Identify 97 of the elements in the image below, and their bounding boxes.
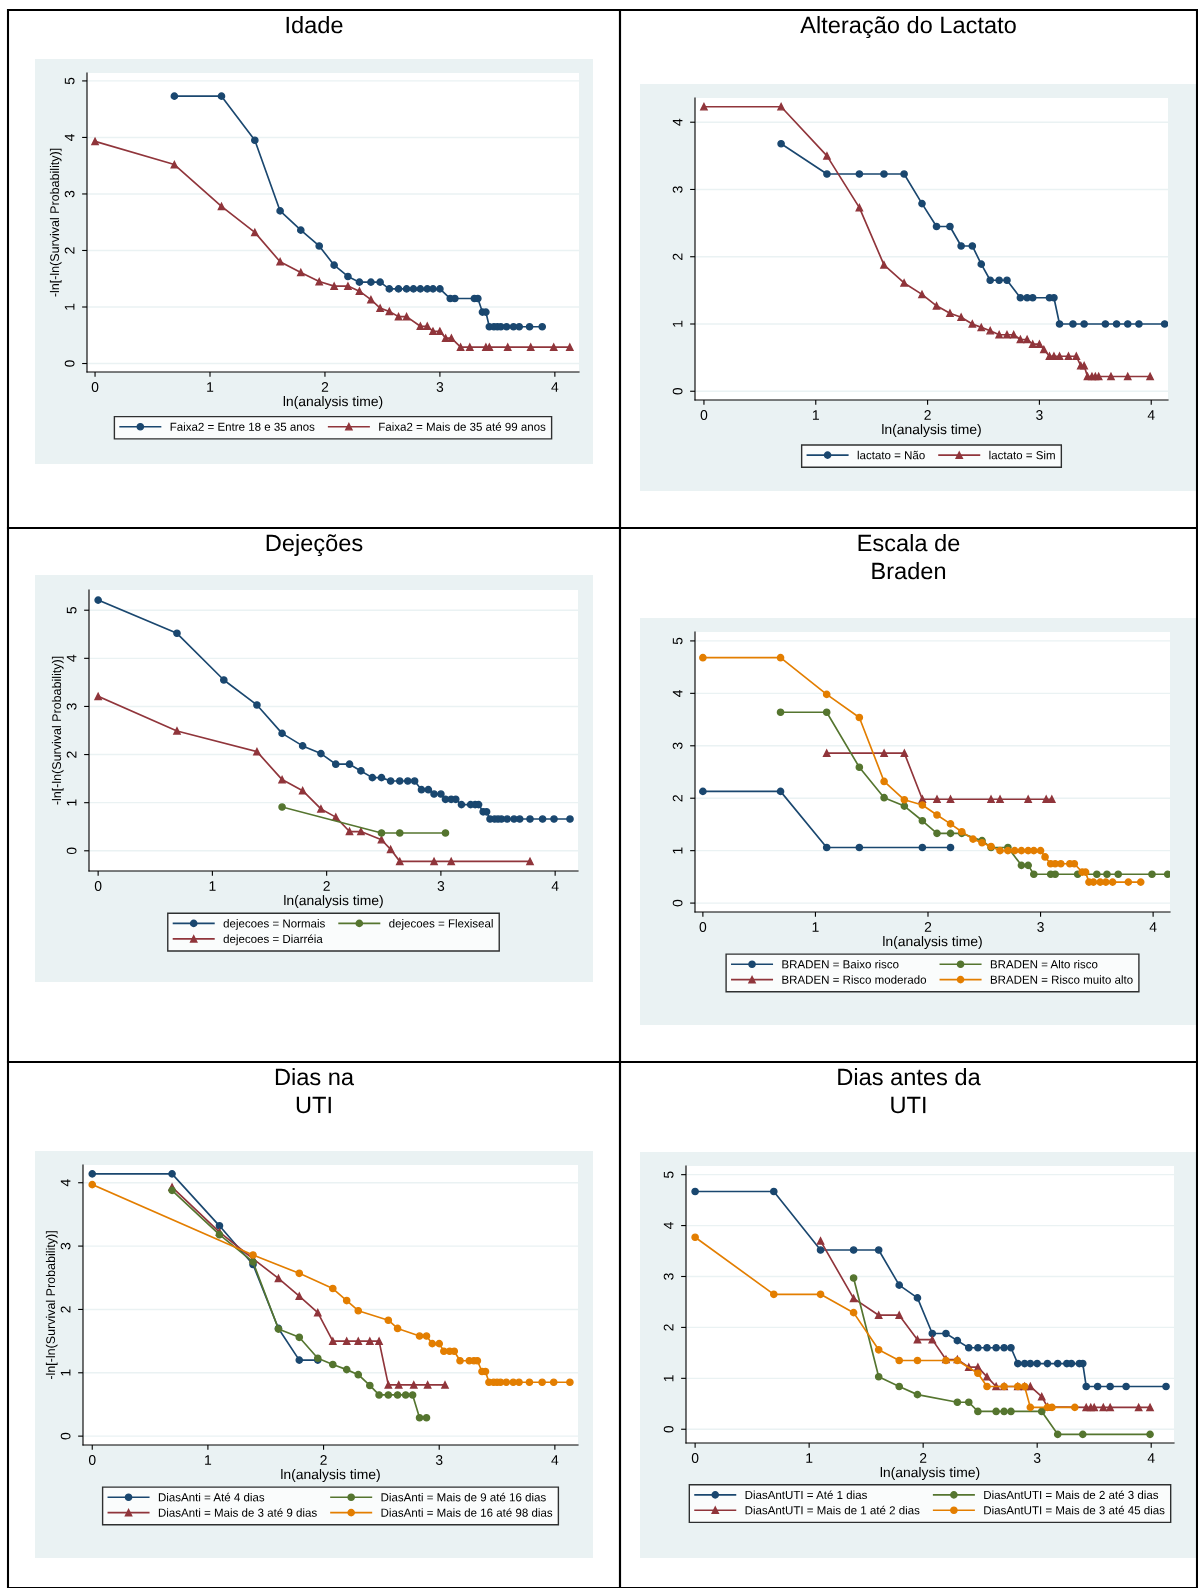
y-tick-label: 3 <box>672 186 683 193</box>
x-tick-label: 2 <box>320 1455 327 1465</box>
legend-label: DiasAnti = Mais de 9 até 16 dias <box>381 1492 546 1502</box>
y-tick-label: 1 <box>66 799 77 806</box>
x-tick-label: 2 <box>924 922 932 932</box>
chart-title: Dejeções <box>266 534 363 557</box>
legend-label: BRADEN = Risco moderado <box>782 975 927 984</box>
x-tick-label: 4 <box>551 881 559 891</box>
y-tick-label: 0 <box>66 847 77 855</box>
chart-title: Alteração do Lactato <box>800 16 1016 39</box>
y-tick-label: 5 <box>66 606 77 614</box>
legend-label: DiasAnti = Até 4 dias <box>158 1492 265 1502</box>
y-tick-label: 5 <box>663 1171 674 1178</box>
y-tick-label: 1 <box>672 847 683 854</box>
x-axis-title: ln(analysis time) <box>283 396 383 410</box>
legend-label: DiasAntUTI = Até 1 dias <box>745 1490 867 1500</box>
y-tick-label: 3 <box>663 1273 674 1280</box>
y-axis-title: -ln[-ln(Survival Probability)] <box>45 1231 58 1380</box>
x-tick-label: 4 <box>1149 922 1157 932</box>
x-tick-label: 3 <box>435 1455 443 1465</box>
x-tick-label: 1 <box>209 881 216 891</box>
x-tick-label: 1 <box>207 382 214 392</box>
legend-label: BRADEN = Risco muito alto <box>990 975 1133 984</box>
y-tick-label: 2 <box>66 751 77 758</box>
chart-title: Dias antes da UTI <box>838 1068 981 1114</box>
x-tick-label: 2 <box>323 881 330 891</box>
y-tick-label: 2 <box>672 253 683 260</box>
y-tick-label: 2 <box>60 1306 71 1313</box>
y-tick-label: 0 <box>672 899 683 907</box>
chart-title: Escala de Braden <box>858 534 960 580</box>
y-axis-title: -ln[-ln(Survival Probability)] <box>49 148 62 297</box>
y-tick-label: 3 <box>672 742 683 750</box>
x-tick-label: 4 <box>551 382 559 392</box>
y-tick-label: 0 <box>663 1425 674 1433</box>
legend-label: dejecoes = Flexiseal <box>389 919 493 930</box>
x-tick-label: 3 <box>1033 1453 1041 1463</box>
x-axis-title: ln(analysis time) <box>883 936 982 950</box>
x-tick-label: 0 <box>691 1453 699 1463</box>
x-tick-label: 0 <box>91 382 99 392</box>
y-tick-label: 4 <box>672 689 683 697</box>
x-tick-label: 0 <box>88 1455 96 1465</box>
y-tick-label: 1 <box>672 320 683 327</box>
y-tick-label: 3 <box>60 1242 71 1250</box>
x-tick-label: 4 <box>1147 410 1155 420</box>
legend-label: BRADEN = Alto risco <box>990 959 1098 969</box>
legend-label: DiasAntUTI = Mais de 3 até 45 dias <box>984 1505 1165 1515</box>
x-tick-label: 3 <box>1036 410 1043 420</box>
x-axis-title: ln(analysis time) <box>880 1467 980 1481</box>
legend-label: dejecoes = Normais <box>223 919 325 930</box>
y-tick-label: 4 <box>60 1179 71 1187</box>
y-tick-label: 2 <box>663 1324 674 1331</box>
y-tick-label: 4 <box>663 1222 674 1230</box>
y-tick-label: 0 <box>60 1432 71 1440</box>
chart-title: Idade <box>286 16 343 34</box>
legend-label: BRADEN = Baixo risco <box>782 959 899 969</box>
x-axis-title: ln(analysis time) <box>281 1469 380 1483</box>
y-tick-label: 3 <box>64 190 75 198</box>
y-tick-label: 3 <box>66 703 77 710</box>
x-tick-label: 2 <box>321 382 329 392</box>
legend-label: Faixa2 = Mais de 35 até 99 anos <box>379 422 546 431</box>
x-tick-label: 2 <box>920 1453 927 1463</box>
y-tick-label: 4 <box>66 654 77 662</box>
y-tick-label: 2 <box>64 247 75 254</box>
x-tick-label: 4 <box>551 1455 559 1465</box>
legend-label: dejecoes = Diarréia <box>223 934 323 946</box>
x-tick-label: 1 <box>812 922 819 932</box>
y-tick-label: 0 <box>64 360 75 367</box>
x-tick-label: 4 <box>1147 1453 1155 1463</box>
y-tick-label: 5 <box>672 637 683 645</box>
x-axis-title: ln(analysis time) <box>882 424 981 438</box>
legend-label: lactato = Não <box>857 450 925 460</box>
x-tick-label: 0 <box>699 922 707 932</box>
y-tick-label: 4 <box>64 133 75 141</box>
x-tick-label: 1 <box>812 410 819 420</box>
y-tick-label: 1 <box>663 1375 674 1382</box>
x-tick-label: 1 <box>806 1453 813 1463</box>
x-tick-label: 3 <box>1037 922 1044 932</box>
chart-title: Dias na UTI <box>275 1068 355 1114</box>
y-tick-label: 1 <box>60 1369 71 1376</box>
x-tick-label: 3 <box>437 881 445 891</box>
x-tick-label: 2 <box>924 410 931 420</box>
x-tick-label: 0 <box>94 881 102 891</box>
legend-label: DiasAnti = Mais de 3 até 9 dias <box>158 1508 317 1517</box>
x-tick-label: 0 <box>700 410 708 420</box>
y-tick-label: 5 <box>64 77 75 85</box>
legend-label: DiasAntUTI = Mais de 1 até 2 dias <box>745 1505 920 1515</box>
y-axis-title: -ln[-ln(Survival Probability)] <box>51 656 64 805</box>
legend-label: DiasAnti = Mais de 16 até 98 dias <box>381 1508 553 1517</box>
legend-label: DiasAntUTI = Mais de 2 até 3 dias <box>984 1490 1159 1500</box>
y-tick-label: 1 <box>64 303 75 310</box>
legend-label: lactato = Sim <box>989 450 1055 460</box>
x-axis-title: ln(analysis time) <box>284 895 383 909</box>
legend-label: Faixa2 = Entre 18 e 35 anos <box>170 422 315 431</box>
y-tick-label: 4 <box>672 118 683 126</box>
x-tick-label: 1 <box>205 1455 212 1465</box>
x-tick-label: 3 <box>436 382 444 392</box>
y-tick-label: 2 <box>672 795 683 802</box>
